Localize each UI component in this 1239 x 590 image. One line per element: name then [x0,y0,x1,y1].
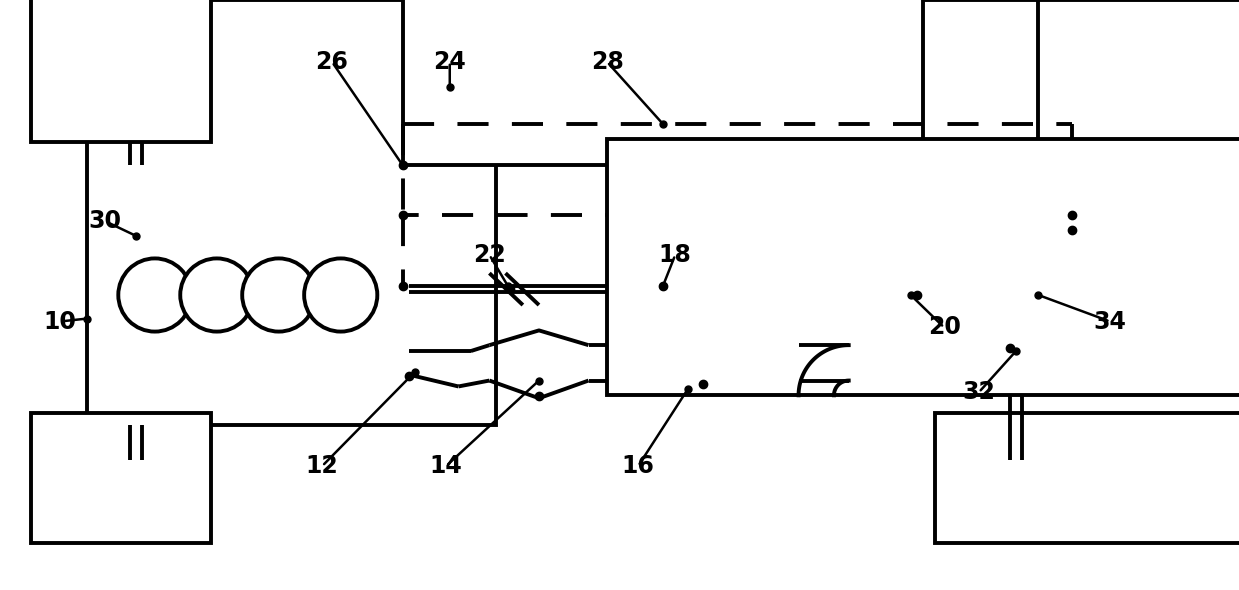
Text: 28: 28 [591,50,623,74]
Bar [31,413,211,543]
Circle shape [118,258,192,332]
Text: 34: 34 [1094,310,1126,333]
Bar [911,0,1239,360]
Bar [87,0,496,425]
Text: 18: 18 [659,243,691,267]
Text: 22: 22 [473,243,506,267]
Text: 32: 32 [963,381,995,404]
Bar [607,139,1239,395]
Bar [935,0,1239,142]
Circle shape [304,258,378,332]
Circle shape [242,258,316,332]
Circle shape [180,258,254,332]
Text: 24: 24 [434,50,466,74]
Text: 26: 26 [316,50,348,74]
Text: 16: 16 [622,454,654,478]
Text: 30: 30 [89,209,121,233]
Text: 20: 20 [928,316,960,339]
Bar [935,413,1239,543]
Text: 14: 14 [430,454,462,478]
Bar [31,0,211,142]
Text: 12: 12 [306,454,338,478]
Bar [403,0,923,165]
Text: 10: 10 [43,310,76,333]
Bar [1038,0,1239,354]
